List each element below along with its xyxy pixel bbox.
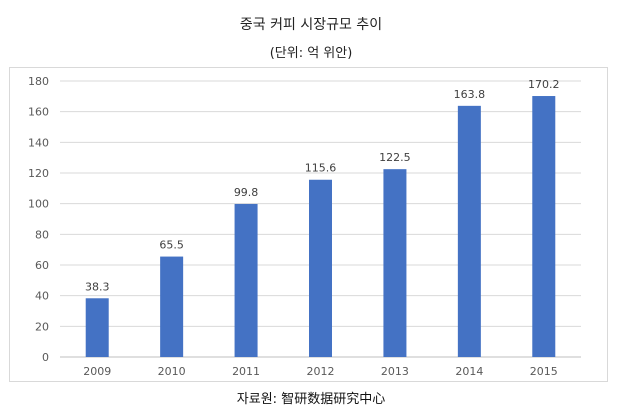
- data-label: 99.8: [234, 186, 259, 199]
- bar-chart: 0 20 40 60 80 100 120 140 160 180 38.3 2009 65.5 2010…: [28, 75, 581, 378]
- y-tick-label: 40: [35, 290, 49, 303]
- x-tick-label: 2010: [158, 365, 186, 378]
- x-tick-label: 2012: [307, 365, 335, 378]
- y-tick-label: 140: [28, 136, 49, 149]
- data-label: 122.5: [379, 151, 411, 164]
- bar: [457, 105, 481, 357]
- y-tick-label: 100: [28, 198, 49, 211]
- chart-area-border: [9, 67, 608, 382]
- bar: [234, 203, 258, 357]
- y-tick-label: 60: [35, 259, 49, 272]
- y-tick-label: 20: [35, 320, 49, 333]
- data-label: 38.3: [85, 280, 110, 293]
- data-label: 65.5: [159, 239, 184, 252]
- y-tick-label: 180: [28, 75, 49, 88]
- chart-subtitle: (단위: 억 위안): [269, 46, 353, 61]
- data-label: 115.6: [305, 162, 337, 175]
- x-tick-label: 2011: [232, 365, 260, 378]
- y-tick-label: 80: [35, 228, 49, 241]
- bar: [383, 169, 407, 357]
- data-label: 170.2: [528, 78, 560, 91]
- chart-title: 중국 커피 시장규모 추이: [239, 17, 383, 33]
- bar: [85, 298, 109, 357]
- y-tick-label: 120: [28, 167, 49, 180]
- y-tick-label: 0: [42, 351, 49, 364]
- x-tick-label: 2015: [530, 365, 558, 378]
- y-tick-label: 160: [28, 106, 49, 119]
- x-tick-label: 2009: [83, 365, 111, 378]
- bar: [532, 96, 556, 357]
- x-tick-label: 2014: [455, 365, 483, 378]
- bar: [309, 179, 332, 357]
- source-note: 자료원: 智研数据研究中心: [236, 392, 386, 407]
- bar: [160, 256, 184, 357]
- x-tick-label: 2013: [381, 365, 409, 378]
- data-label: 163.8: [454, 88, 486, 101]
